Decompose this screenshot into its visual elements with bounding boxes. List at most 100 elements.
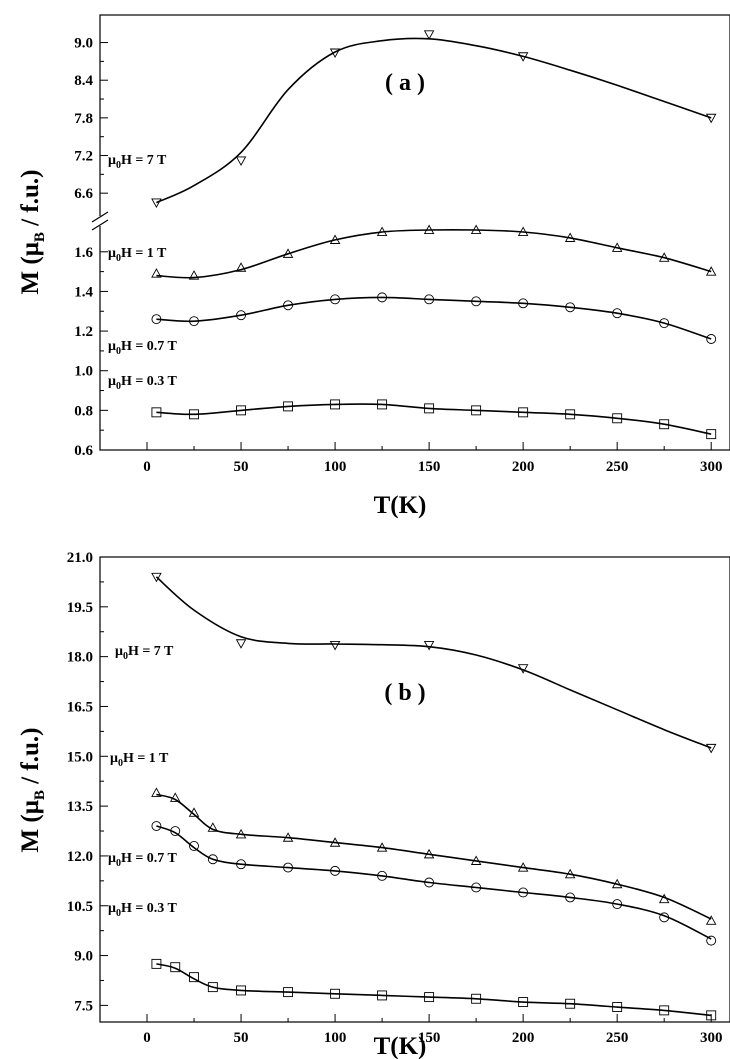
b-ytick-label: 7.5 (74, 998, 93, 1014)
a-series-2-point (151, 314, 162, 325)
panel-a-frame (99, 14, 730, 451)
b-series-1-point (169, 792, 181, 802)
b-series-3-point (612, 1002, 623, 1013)
a-xtick-label: 50 (234, 459, 249, 475)
b-series-3-point (565, 998, 576, 1009)
b-series-0-point (705, 743, 717, 754)
b-series-0-point (423, 640, 435, 651)
a-series-3-point (565, 409, 576, 420)
b-ytick-label: 9.0 (74, 949, 93, 965)
b-ytick-label: 19.5 (67, 600, 93, 616)
b-series-1-point (207, 822, 219, 832)
b-ytick-label: 16.5 (67, 699, 93, 715)
a-series-1-point (517, 226, 529, 237)
a-upper-ytick-label: 7.8 (74, 111, 93, 127)
b-series-2-point (189, 841, 199, 851)
a-series-3-point (706, 429, 717, 440)
b-series-2-point (518, 887, 529, 898)
b-ytick-label: 18.0 (67, 650, 93, 666)
a-series-line-0 (156, 37, 712, 204)
a-upper-ytick-label: 6.6 (74, 186, 93, 202)
b-series-3-point (236, 985, 246, 996)
b-series-3-point (424, 992, 435, 1003)
b-series-2-point (330, 865, 341, 876)
b-series-2-point (151, 821, 162, 831)
a-series-3-point (151, 407, 162, 418)
a-xtick-label: 0 (143, 459, 151, 475)
b-series-1-point (235, 828, 247, 839)
a-series-2-point (612, 308, 623, 319)
a-series-2-point (659, 318, 670, 329)
annotation-b-1t: μ0H = 1 T (110, 751, 169, 769)
a-series-1-point (658, 252, 670, 262)
a-series-2-point (518, 298, 529, 309)
panel-b-label: ( b ) (384, 680, 425, 706)
a-series-2-point (189, 316, 199, 327)
b-series-1-point (564, 868, 576, 879)
a-series-3-point (283, 401, 294, 412)
a-series-1-point (151, 268, 162, 278)
y-axis-label-a: M (μB / f.u.) (17, 170, 48, 295)
b-series-2-point (170, 826, 181, 836)
b-series-3-point (283, 987, 294, 998)
b-series-1-point (329, 837, 341, 847)
a-xtick-label: 250 (606, 459, 629, 475)
a-xtick-label: 300 (700, 459, 723, 475)
a-series-2-point (424, 294, 435, 305)
b-series-2-point (424, 877, 435, 888)
a-lower-ytick-label: 1.4 (74, 284, 93, 300)
a-series-3-point (612, 413, 623, 424)
annotation-a-03t: μ0H = 0.3 T (108, 374, 178, 392)
a-series-3-point (471, 405, 482, 416)
a-series-0-point (151, 198, 162, 209)
b-series-2-point (377, 870, 388, 881)
a-series-2-point (377, 292, 388, 303)
annotation-b-03t: μ0H = 0.3 T (108, 901, 178, 919)
a-series-0-point (517, 52, 529, 62)
a-series-1-point (282, 248, 294, 258)
a-series-0-point (423, 30, 435, 40)
a-series-3-point (236, 405, 246, 416)
b-ytick-label: 10.5 (67, 899, 93, 915)
b-xtick-label: 200 (512, 1030, 535, 1046)
b-xtick-label: 300 (700, 1030, 723, 1046)
a-lower-ytick-label: 0.6 (74, 443, 93, 459)
b-series-3-point (659, 1005, 670, 1016)
a-xtick-label: 100 (324, 459, 347, 475)
panel-b: 0 50 100 150 200 250 300 7.5 9.0 10.5 12.0 13.5 15.0… (17, 550, 730, 1059)
b-series-1-point (376, 842, 388, 852)
a-upper-ytick-label: 8.4 (74, 73, 93, 89)
a-series-2-point (236, 310, 246, 321)
a-upper-ytick-label: 7.2 (74, 149, 93, 165)
a-series-2-point (706, 334, 717, 344)
panel-a-label: ( a ) (385, 70, 425, 96)
panel-a: 0 50 100 150 200 250 300 6.6 7.2 7.8 8.4 9.0 0.6 0.8 1… (17, 14, 730, 519)
a-series-1-point (611, 242, 623, 252)
a-series-1-point (235, 262, 247, 272)
a-series-1-point (564, 232, 576, 242)
a-series-1-point (188, 270, 200, 280)
panel-b-frame (99, 556, 730, 1023)
b-series-1-point (423, 848, 435, 859)
b-xtick-label: 250 (606, 1030, 629, 1046)
x-axis-label-b: T(K) (374, 1033, 427, 1059)
a-series-1-point (329, 234, 341, 244)
b-series-1-point (658, 893, 670, 904)
axis-break-gap (94, 216, 108, 226)
a-series-2-point (330, 294, 341, 305)
annotation-b-7t: μ0H = 7 T (115, 644, 174, 662)
a-series-1-point (376, 226, 388, 237)
b-series-2-point (659, 912, 670, 923)
b-series-2-point (706, 935, 717, 946)
b-series-1-point (517, 862, 529, 872)
a-series-3-point (330, 399, 341, 410)
annotation-a-07t: μ0H = 0.7 T (108, 339, 178, 357)
a-lower-ytick-label: 1.6 (74, 245, 93, 261)
b-xtick-label: 100 (324, 1030, 347, 1046)
y-axis-label-b: M (μB / f.u.) (17, 728, 48, 853)
b-series-0-point (235, 639, 247, 649)
a-series-1-point (470, 224, 482, 235)
a-series-3-point (659, 419, 670, 430)
b-ytick-label: 13.5 (67, 799, 93, 815)
